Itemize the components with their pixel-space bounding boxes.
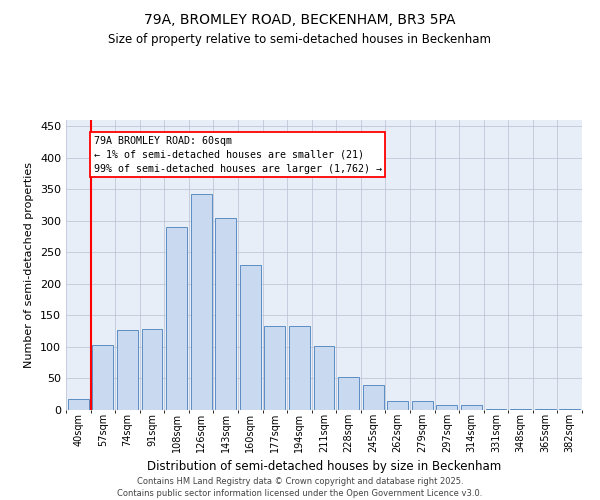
Text: Size of property relative to semi-detached houses in Beckenham: Size of property relative to semi-detach… — [109, 32, 491, 46]
Bar — [535, 408, 556, 410]
Bar — [314, 346, 334, 410]
Bar — [485, 408, 506, 410]
Bar — [338, 377, 359, 410]
Bar — [362, 385, 383, 410]
Bar — [436, 405, 457, 410]
Bar — [117, 330, 138, 410]
Bar — [166, 227, 187, 410]
Bar — [215, 218, 236, 410]
Text: 79A BROMLEY ROAD: 60sqm
← 1% of semi-detached houses are smaller (21)
99% of sem: 79A BROMLEY ROAD: 60sqm ← 1% of semi-det… — [94, 136, 382, 174]
Bar — [559, 408, 580, 410]
X-axis label: Distribution of semi-detached houses by size in Beckenham: Distribution of semi-detached houses by … — [147, 460, 501, 473]
Bar — [92, 345, 113, 410]
Bar — [412, 401, 433, 410]
Bar — [461, 405, 482, 410]
Text: Contains HM Land Registry data © Crown copyright and database right 2025.
Contai: Contains HM Land Registry data © Crown c… — [118, 476, 482, 498]
Bar — [289, 326, 310, 410]
Y-axis label: Number of semi-detached properties: Number of semi-detached properties — [25, 162, 34, 368]
Bar — [68, 398, 89, 410]
Bar — [191, 194, 212, 410]
Bar — [387, 401, 408, 410]
Bar — [510, 408, 531, 410]
Bar — [142, 330, 163, 410]
Text: 79A, BROMLEY ROAD, BECKENHAM, BR3 5PA: 79A, BROMLEY ROAD, BECKENHAM, BR3 5PA — [144, 12, 456, 26]
Bar — [265, 326, 286, 410]
Bar — [240, 265, 261, 410]
